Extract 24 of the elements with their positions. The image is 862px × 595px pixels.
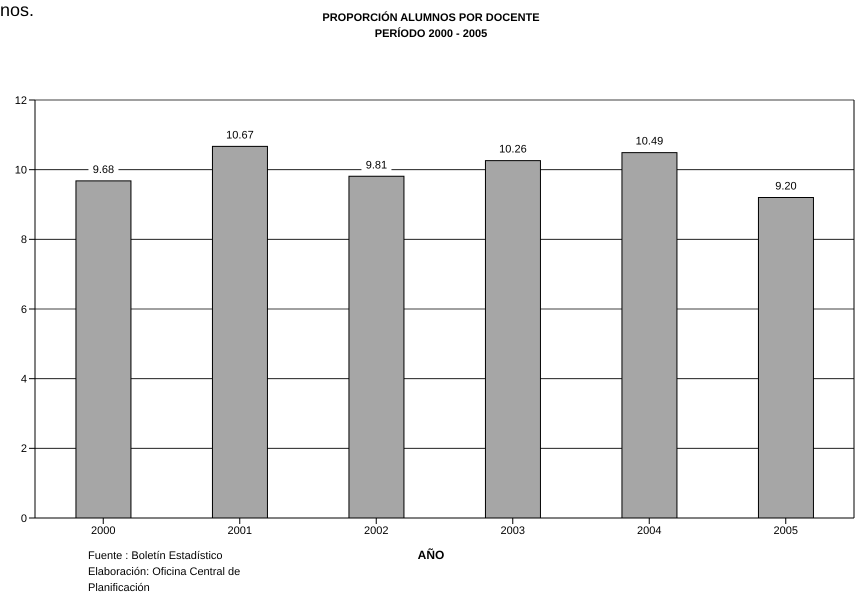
x-tick-label: 2001: [228, 524, 252, 537]
x-tick-label: 2002: [364, 524, 388, 537]
data-label: 9.20: [775, 180, 797, 193]
y-tick-label: 6: [20, 304, 27, 316]
data-label: 10.49: [636, 136, 664, 148]
x-tick-label: 2005: [774, 524, 798, 537]
data-label: 10.26: [499, 144, 527, 156]
y-tick-label: 2: [20, 443, 27, 456]
text: Elaboración: Oficina Central de Planificación: [88, 565, 242, 595]
y-tick-label: 4: [20, 374, 27, 386]
data-label: 9.81: [366, 159, 388, 172]
y-tick-label: 8: [20, 234, 27, 246]
chart-title: PROPORCIÓN ALUMNOS POR DOCENTE PERÍODO 2000 - 2005: [322, 12, 540, 40]
y-tick-label: 0: [20, 512, 27, 525]
y-tick-label: 12: [14, 94, 27, 107]
x-axis-title: AÑO: [418, 548, 444, 562]
x-tick-label: 2003: [500, 524, 525, 537]
x-tick-label: 2004: [637, 524, 662, 537]
x-tick-label: 2000: [91, 524, 116, 537]
data-label: 10.67: [226, 129, 254, 142]
y-tick-label: 10: [14, 164, 27, 177]
data-label: 9.68: [92, 164, 114, 176]
source-note: Fuente : Boletín Estadístico: [88, 549, 224, 564]
text: nos.: [0, 0, 34, 21]
